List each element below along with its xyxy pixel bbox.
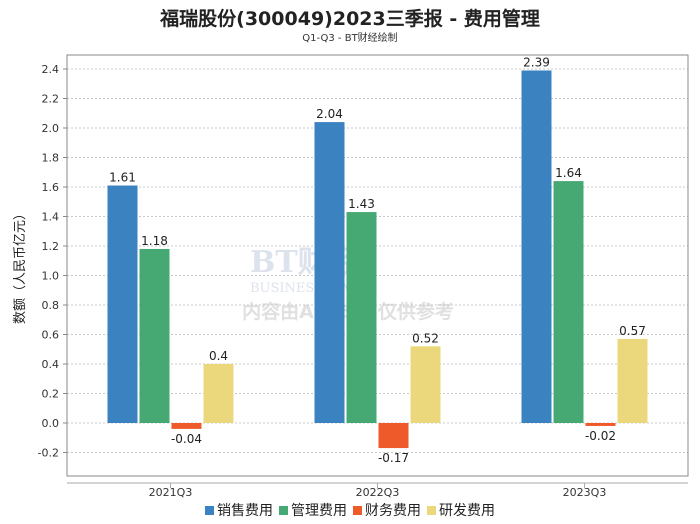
data-label: 1.64 — [555, 166, 582, 180]
bar-财务费用 — [378, 423, 409, 449]
legend-item[interactable]: 财务费用 — [353, 500, 421, 520]
legend: 销售费用 管理费用 财务费用 研发费用 — [0, 500, 700, 520]
legend-swatch — [427, 506, 436, 515]
data-label: -0.04 — [171, 432, 202, 446]
y-tick-label: 0.2 — [42, 388, 60, 401]
legend-label: 销售费用 — [217, 503, 273, 519]
legend-item[interactable]: 管理费用 — [279, 500, 347, 520]
y-tick-label: 1.2 — [42, 240, 60, 253]
data-label: 1.61 — [109, 171, 136, 185]
y-tick-label: 1.4 — [42, 211, 60, 224]
chart-title: 福瑞股份(300049)2023三季报 - 费用管理 — [160, 8, 540, 30]
bar-管理费用 — [346, 212, 377, 423]
y-tick-label: 0.6 — [42, 329, 60, 342]
y-tick-label: 1.0 — [42, 270, 60, 283]
bar-销售费用 — [107, 185, 138, 423]
plot-frame — [66, 54, 689, 477]
data-label: 0.57 — [619, 324, 646, 338]
chart-subtitle: Q1-Q3 - BT财经绘制 — [302, 33, 398, 44]
data-label: 2.04 — [316, 107, 343, 121]
y-tick-label: 1.8 — [42, 152, 60, 165]
legend-label: 财务费用 — [365, 503, 421, 519]
x-tick-label: 2021Q3 — [149, 486, 193, 499]
data-label: 0.4 — [209, 349, 228, 363]
bar-销售费用 — [521, 70, 552, 423]
y-tick-label: 2.0 — [42, 122, 60, 135]
legend-swatch — [279, 506, 288, 515]
bar-研发费用 — [617, 338, 648, 423]
y-axis-label: 数额（人民币亿元） — [13, 207, 28, 324]
bar-研发费用 — [410, 346, 441, 423]
y-tick-label: 0.4 — [42, 358, 60, 371]
data-label: 2.39 — [523, 55, 550, 69]
legend-item[interactable]: 销售费用 — [205, 500, 273, 520]
bar-管理费用 — [139, 248, 170, 423]
legend-item[interactable]: 研发费用 — [427, 500, 495, 520]
bar-销售费用 — [314, 122, 345, 423]
data-label: 1.18 — [141, 234, 168, 248]
bar-管理费用 — [553, 181, 584, 423]
legend-swatch — [205, 506, 214, 515]
y-tick-label: -0.2 — [38, 447, 59, 460]
legend-label: 研发费用 — [439, 503, 495, 519]
bar-研发费用 — [203, 364, 234, 423]
y-tick-label: 2.4 — [42, 63, 60, 76]
data-label: 1.43 — [348, 197, 375, 211]
data-label: -0.02 — [585, 429, 616, 443]
y-tick-label: 1.6 — [42, 181, 60, 194]
y-tick-label: 2.2 — [42, 93, 60, 106]
legend-swatch — [353, 506, 362, 515]
data-label: 0.52 — [412, 331, 439, 345]
x-tick-label: 2023Q3 — [563, 486, 607, 499]
x-tick-label: 2022Q3 — [356, 486, 400, 499]
legend-label: 管理费用 — [291, 503, 347, 519]
data-label: -0.17 — [378, 451, 409, 465]
y-tick-label: 0.0 — [42, 417, 60, 430]
bar-财务费用 — [171, 423, 202, 429]
y-tick-label: 0.8 — [42, 299, 60, 312]
bar-财务费用 — [585, 423, 616, 426]
